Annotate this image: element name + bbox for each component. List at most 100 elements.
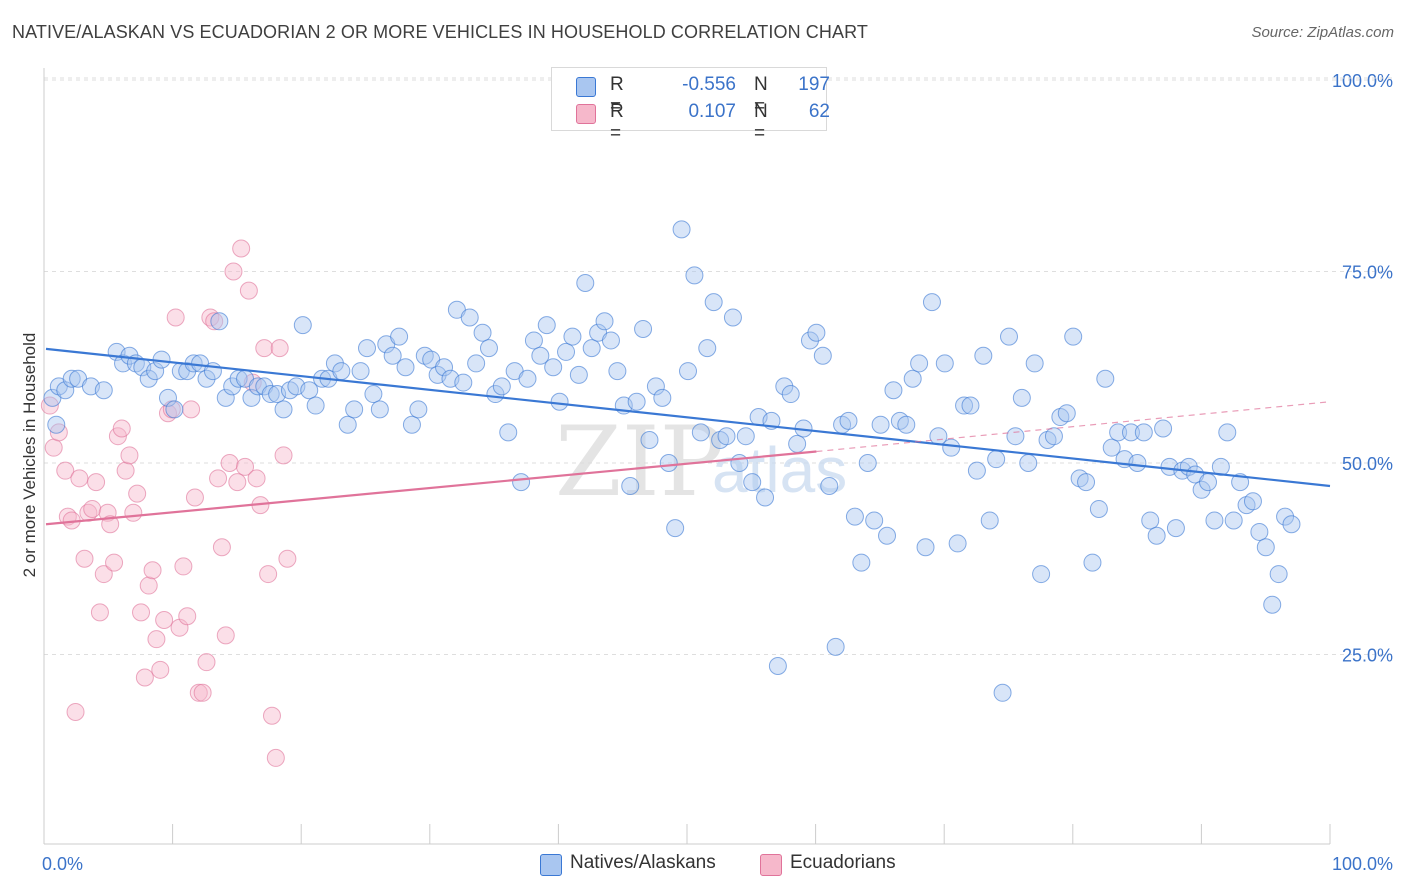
natives-point (518, 369, 537, 388)
natives-point (987, 450, 1006, 469)
n-value: 62 (808, 101, 830, 122)
ecuadorians-point (101, 515, 120, 534)
ecuadorians-trend-extension (816, 401, 1331, 453)
ecuadorians-point (247, 469, 266, 488)
natives-point (1218, 423, 1237, 442)
natives-point (1224, 511, 1243, 530)
natives-point (402, 415, 421, 434)
natives-point (524, 331, 543, 350)
natives-point (197, 369, 216, 388)
ecuadorians-point (212, 538, 231, 557)
natives-point (839, 411, 858, 430)
y-tick-label: 100.0% (1332, 71, 1393, 91)
natives-point (332, 362, 351, 381)
natives-point (659, 454, 678, 472)
natives-point (897, 415, 916, 434)
natives-point (62, 369, 81, 388)
ecuadorians-point (94, 565, 113, 584)
natives-point (306, 396, 325, 415)
ecuadorians-point (112, 419, 131, 438)
natives-point (1057, 404, 1076, 423)
natives-point (646, 377, 665, 396)
n-label: N = (754, 74, 768, 117)
natives-point (1134, 423, 1153, 442)
natives-point (563, 327, 582, 346)
ecuadorians-point (155, 611, 174, 630)
natives-point (974, 346, 993, 365)
ecuadorians-point (139, 576, 158, 595)
natives-point (1141, 511, 1160, 530)
source-credit: Source: ZipAtlas.com (1251, 24, 1394, 41)
natives-point (1083, 553, 1102, 572)
natives-point (608, 362, 627, 381)
natives-point (627, 392, 646, 411)
natives-point (595, 312, 614, 331)
ecuadorians-point (75, 549, 94, 568)
natives-point (858, 454, 877, 472)
natives-point (383, 346, 402, 365)
ecuadorians-point (262, 706, 281, 725)
natives-point (582, 339, 601, 358)
natives-point (467, 354, 486, 373)
natives-point (878, 526, 897, 545)
natives-point (576, 273, 595, 292)
natives-point (800, 331, 819, 350)
natives-point (813, 346, 832, 365)
natives-point (1096, 369, 1115, 388)
ecuadorians-point (143, 561, 162, 580)
natives-point (743, 473, 762, 492)
natives-point (1000, 327, 1018, 346)
ecuadorians-point (209, 469, 228, 488)
natives-point (961, 396, 980, 415)
natives-point (698, 339, 717, 358)
natives-point (1154, 419, 1173, 438)
watermark-atlas: atlas (712, 434, 847, 506)
natives-point (94, 381, 113, 400)
natives-point (358, 339, 376, 358)
natives-point (473, 323, 492, 342)
ecuadorians-point (189, 683, 208, 702)
natives-point (922, 293, 941, 312)
ecuadorians-point (224, 262, 243, 281)
natives-point (300, 381, 319, 400)
natives-point (1064, 327, 1083, 346)
ecuadorians-point (255, 339, 274, 358)
ecuadorians-point (220, 454, 239, 472)
natives-point (1077, 473, 1096, 492)
natives-point (955, 396, 974, 415)
ecuadorians-point (178, 607, 197, 626)
natives-point (1128, 454, 1147, 472)
natives-point (56, 381, 75, 400)
natives-point (621, 476, 640, 495)
natives-point (409, 400, 428, 419)
ecuadorians-legend-label: Ecuadorians (790, 852, 896, 873)
natives-point (1282, 515, 1301, 534)
natives-trend-line (45, 347, 1331, 488)
ecuadorians-point (132, 603, 151, 622)
ecuadorians-point (259, 565, 278, 584)
y-tick-label: 75.0% (1342, 263, 1393, 283)
ecuadorians-point (166, 308, 185, 327)
natives-point (364, 385, 383, 404)
natives-point (531, 346, 550, 365)
natives-point (435, 358, 454, 377)
ecuadorians-point (270, 339, 289, 358)
ecuadorians-point (87, 473, 106, 492)
natives-point (820, 476, 839, 495)
natives-point (768, 656, 787, 675)
ecuadorians-point (44, 438, 63, 457)
ecuadorians-point (185, 488, 204, 507)
natives-point (261, 385, 280, 404)
natives-point (120, 346, 139, 365)
natives-point (512, 473, 531, 492)
natives-swatch (576, 77, 596, 97)
natives-point (736, 427, 755, 446)
natives-point (601, 331, 620, 350)
natives-point (114, 354, 133, 373)
natives-point (935, 354, 954, 373)
natives-point (845, 507, 864, 526)
natives-point (634, 319, 653, 338)
natives-point (852, 553, 871, 572)
natives-legend-label: Natives/Alaskans (570, 852, 716, 873)
natives-point (1243, 492, 1262, 511)
